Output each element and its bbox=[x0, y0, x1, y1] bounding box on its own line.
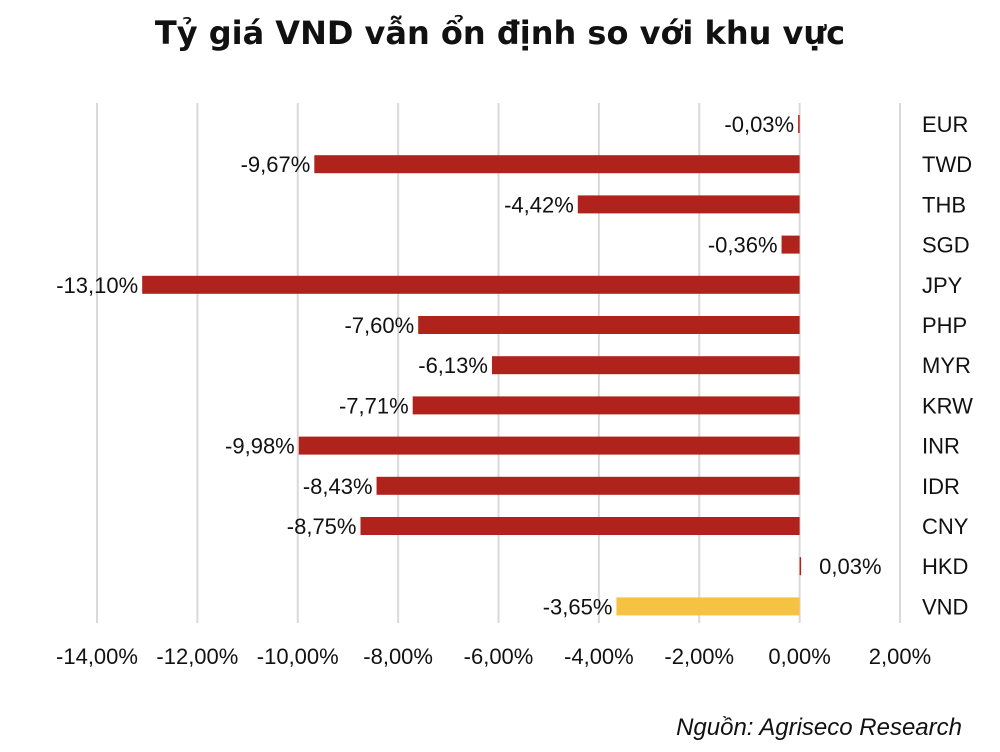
source-note: Nguồn: Agriseco Research bbox=[676, 714, 962, 741]
data-label-cny: -8,75% bbox=[287, 514, 357, 539]
bar-inr bbox=[298, 436, 800, 455]
category-label-php: PHP bbox=[922, 313, 967, 338]
bar-jpy bbox=[142, 275, 800, 294]
data-label-eur: -0,03% bbox=[724, 112, 794, 137]
data-label-hkd: 0,03% bbox=[819, 554, 881, 579]
data-label-vnd: -3,65% bbox=[543, 594, 613, 619]
x-tick-label: -4,00% bbox=[564, 644, 634, 669]
bar-idr bbox=[376, 476, 800, 495]
data-label-thb: -4,42% bbox=[504, 192, 574, 217]
data-label-krw: -7,71% bbox=[339, 393, 409, 418]
category-label-idr: IDR bbox=[922, 474, 960, 499]
x-tick-label: -8,00% bbox=[363, 644, 433, 669]
category-label-vnd: VND bbox=[922, 594, 968, 619]
category-label-krw: KRW bbox=[922, 393, 973, 418]
data-label-php: -7,60% bbox=[344, 313, 414, 338]
data-label-myr: -6,13% bbox=[418, 353, 488, 378]
bar-vnd bbox=[616, 597, 800, 616]
category-label-myr: MYR bbox=[922, 353, 971, 378]
category-label-thb: THB bbox=[922, 192, 966, 217]
bars bbox=[142, 115, 802, 616]
category-label-jpy: JPY bbox=[922, 273, 963, 298]
x-tick-label: -6,00% bbox=[464, 644, 534, 669]
category-label-inr: INR bbox=[922, 434, 960, 459]
category-label-sgd: SGD bbox=[922, 233, 970, 258]
data-label-sgd: -0,36% bbox=[708, 233, 778, 258]
bar-sgd bbox=[781, 235, 800, 254]
category-label-twd: TWD bbox=[922, 152, 972, 177]
data-label-twd: -9,67% bbox=[241, 152, 311, 177]
category-label-eur: EUR bbox=[922, 112, 968, 137]
category-label-hkd: HKD bbox=[922, 554, 968, 579]
category-labels: EUR TWD THB SGD JPY PHP MYR KRW INR IDR CNY HKD VND bbox=[922, 112, 973, 619]
data-label-jpy: -13,10% bbox=[56, 273, 138, 298]
chart-title: Tỷ giá VND vẫn ổn định so với khu vực bbox=[154, 14, 846, 52]
x-tick-label: 0,00% bbox=[768, 644, 830, 669]
x-tick-label: -12,00% bbox=[156, 644, 238, 669]
bar-cny bbox=[360, 517, 800, 535]
bar-twd bbox=[314, 155, 800, 174]
category-label-cny: CNY bbox=[922, 514, 969, 539]
data-label-inr: -9,98% bbox=[225, 434, 295, 459]
bar-hkd bbox=[799, 557, 802, 576]
x-tick-label: -14,00% bbox=[56, 644, 138, 669]
data-labels: -0,03% -9,67% -4,42% -0,36% -13,10% -7,60%-6,… bbox=[56, 112, 881, 619]
x-axis-tick-labels: -14,00% -12,00% -10,00% -8,00% -6,00% -4,00% -… bbox=[56, 644, 931, 669]
bar-eur bbox=[798, 115, 800, 133]
bar-php bbox=[418, 316, 800, 334]
x-tick-label: -2,00% bbox=[664, 644, 734, 669]
bar-thb bbox=[577, 195, 800, 214]
data-label-idr: -8,43% bbox=[303, 474, 373, 499]
bar-krw bbox=[412, 396, 800, 415]
bar-myr bbox=[491, 356, 800, 375]
x-tick-label: 2,00% bbox=[869, 644, 931, 669]
x-tick-label: -10,00% bbox=[257, 644, 339, 669]
